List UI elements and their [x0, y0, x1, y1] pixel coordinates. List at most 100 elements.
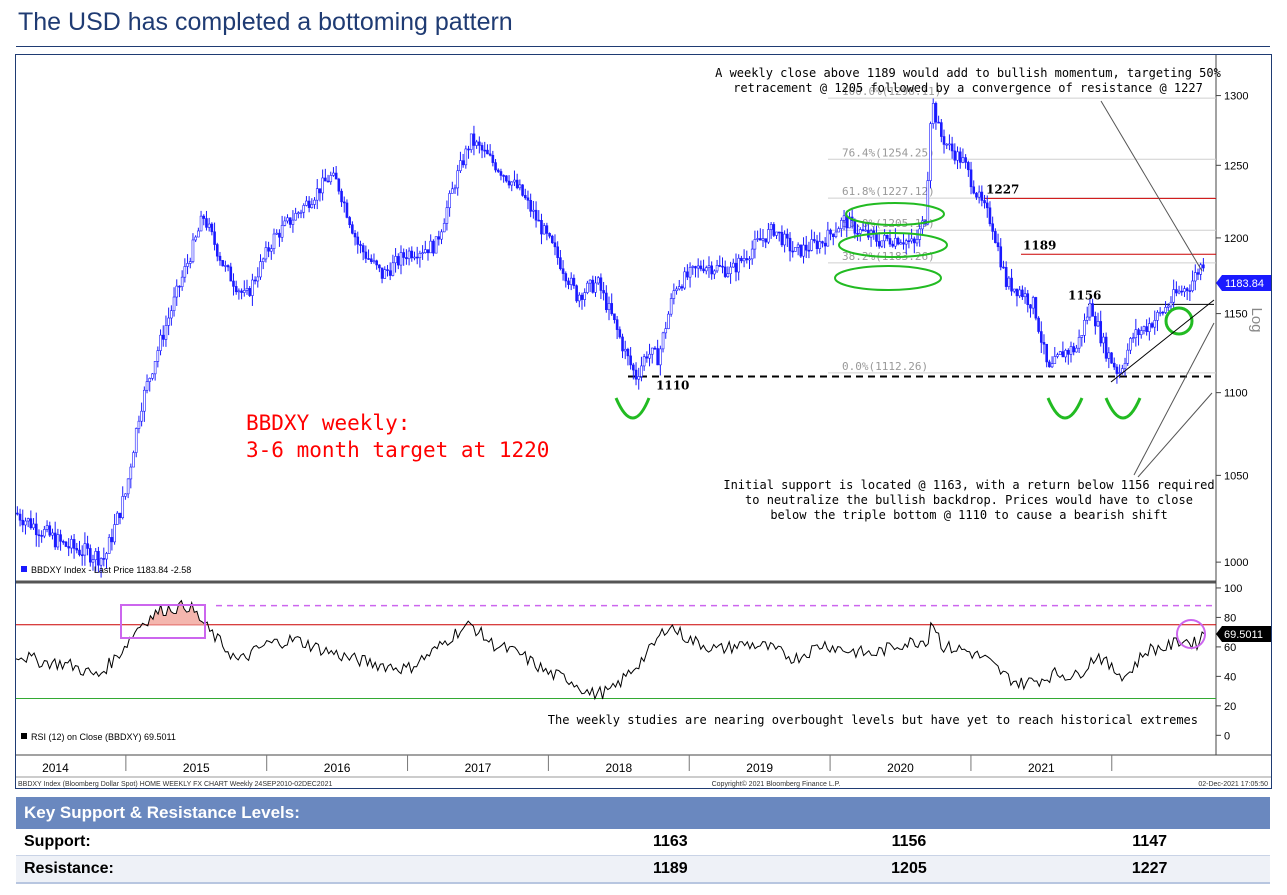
candle-body-335 [921, 220, 924, 230]
candle-body-4 [26, 518, 30, 522]
candle-body-318 [875, 233, 878, 242]
candle-body-113 [321, 177, 324, 194]
candle-body-370 [1015, 288, 1019, 297]
candle-body-296 [815, 240, 819, 249]
candle-body-169 [472, 133, 476, 146]
candle-body-31 [99, 558, 103, 566]
candle-body-308 [848, 216, 851, 229]
candle-body-292 [804, 244, 808, 251]
year-label-2016: 2016 [324, 761, 351, 775]
candle-body-386 [1058, 351, 1062, 355]
candle-body-274 [756, 238, 759, 240]
rsi-tag-bg [1216, 626, 1271, 642]
candle-body-54 [161, 334, 165, 340]
row-label: Support: [16, 829, 552, 856]
candle-body-300 [826, 229, 830, 247]
candle-body-434 [1188, 290, 1192, 292]
candle-body-364 [999, 246, 1003, 268]
candle-body-49 [148, 378, 152, 382]
candle-body-161 [451, 188, 454, 194]
last-price-tag: 1183.84 [1225, 278, 1264, 290]
candle-body-243 [672, 290, 676, 299]
candle-body-289 [796, 244, 800, 248]
candle-body-255 [704, 267, 708, 272]
candle-body-196 [545, 225, 549, 234]
candle-body-130 [367, 258, 370, 260]
candle-body-43 [132, 452, 135, 468]
candle-body-158 [442, 223, 446, 233]
candle-body-305 [840, 220, 843, 229]
candle-body-414 [1134, 329, 1138, 339]
candle-body-397 [1088, 303, 1092, 318]
candle-body-156 [437, 236, 441, 240]
candle-body-52 [156, 350, 160, 362]
candle-body-62 [183, 266, 187, 278]
rsi-series [16, 599, 1206, 701]
candle-body-1 [18, 513, 22, 521]
price-tick-label-6: 1300 [1224, 91, 1248, 103]
candle-body-34 [107, 537, 111, 554]
candle-body-136 [383, 269, 387, 279]
level-label-1227: 1227 [986, 182, 1019, 196]
level-label-1110: 1110 [656, 379, 689, 393]
candle-body-86 [248, 288, 251, 296]
candle-body-410 [1123, 362, 1127, 369]
candle-body-191 [532, 209, 535, 212]
candle-body-272 [750, 248, 754, 260]
footer-left: BBDXY Index (Bloomberg Dollar Spot) HOME… [18, 781, 332, 788]
candle-body-127 [359, 244, 362, 246]
table-row-support: Support: 1163 1156 1147 [16, 829, 1270, 856]
candle-body-212 [588, 279, 592, 284]
target-note-line-1: BBDXY weekly: [246, 411, 410, 435]
candle-body-76 [221, 260, 224, 267]
candle-body-329 [904, 240, 908, 245]
candle-body-258 [713, 270, 716, 275]
candle-body-273 [753, 239, 757, 250]
candle-body-42 [129, 466, 133, 480]
candle-body-393 [1077, 337, 1081, 349]
rsi-legend-swatch [21, 733, 27, 739]
candle-body-111 [315, 188, 319, 201]
candle-body-251 [694, 266, 697, 269]
year-label-2014: 2014 [42, 761, 69, 775]
candle-body-78 [226, 265, 230, 268]
candle-body-366 [1004, 267, 1008, 287]
candle-body-57 [170, 310, 173, 319]
candle-body-38 [118, 512, 122, 518]
support-level-3: 1147 [1029, 829, 1270, 856]
candle-body-413 [1131, 337, 1135, 340]
candle-body-195 [542, 225, 546, 235]
candle-body-286 [788, 237, 792, 252]
candle-body-201 [559, 257, 562, 270]
candle-body-411 [1126, 349, 1130, 364]
candle-body-287 [791, 250, 795, 253]
candle-body-98 [280, 225, 284, 238]
candle-body-365 [1002, 266, 1005, 269]
candle-body-345 [948, 143, 951, 146]
candle-body-58 [172, 296, 176, 311]
rsi-tick-label-4: 80 [1224, 612, 1236, 624]
candle-body-28 [91, 559, 95, 563]
fib-618-ellipse [845, 202, 945, 226]
candle-body-406 [1112, 362, 1116, 368]
candle-body-376 [1031, 297, 1035, 309]
candle-body-425 [1164, 307, 1167, 313]
candle-body-216 [599, 277, 603, 291]
candle-body-288 [794, 247, 797, 252]
candle-body-194 [540, 220, 543, 235]
price-tick-label-0: 1000 [1224, 557, 1248, 569]
candle-body-283 [780, 231, 784, 246]
candle-body-22 [75, 548, 79, 551]
candle-body-404 [1107, 352, 1111, 359]
top-note: A weekly close above 1189 would add to b… [715, 66, 1221, 95]
candle-body-193 [537, 219, 541, 222]
candle-body-394 [1080, 335, 1084, 338]
fib-label-5: 0.0%(1112.26) [842, 360, 928, 373]
candle-body-249 [688, 267, 692, 278]
candle-body-229 [634, 369, 638, 380]
candle-body-88 [253, 279, 257, 282]
candle-body-373 [1023, 293, 1027, 298]
candle-body-56 [167, 317, 170, 326]
candle-body-333 [915, 239, 919, 244]
candle-body-47 [143, 389, 146, 412]
